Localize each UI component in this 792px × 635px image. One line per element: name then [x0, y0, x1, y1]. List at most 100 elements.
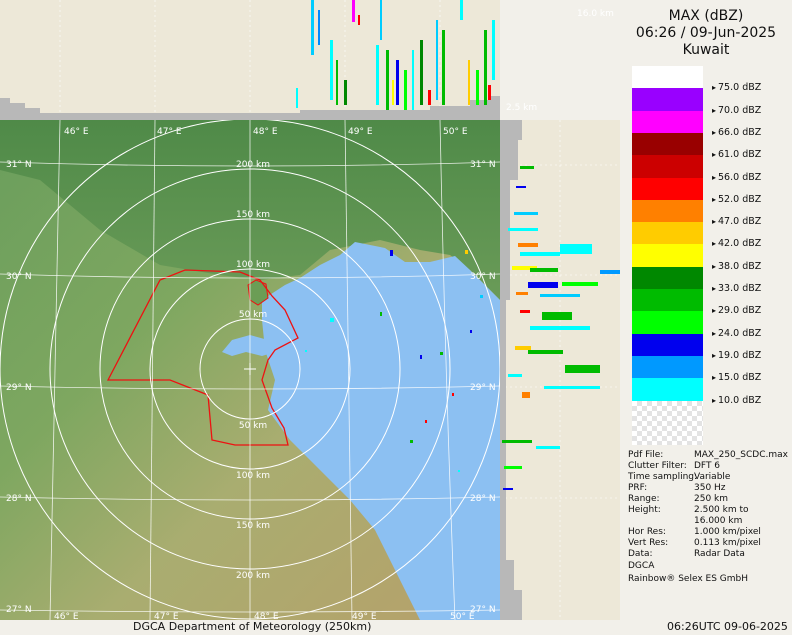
map-area — [0, 120, 500, 620]
lat-label: 27° N — [470, 605, 496, 615]
legend-swatch — [632, 289, 703, 312]
legend-label: 33.0 dBZ — [712, 283, 761, 294]
lon-label: 47° E — [154, 612, 179, 620]
ring-label: 150 km — [236, 521, 270, 531]
info-value: 1.000 km/pixel — [694, 527, 761, 537]
lat-label: 27° N — [6, 605, 32, 615]
legend-swatch — [632, 222, 703, 245]
info-key: Time sampling: — [628, 472, 698, 482]
vendor-label: Rainbow® Selex ES GmbH — [628, 574, 749, 584]
ring-label: 50 km — [239, 421, 267, 431]
legend-swatch — [632, 88, 703, 112]
info-key: Data: — [628, 549, 653, 559]
ring-label: 150 km — [236, 210, 270, 220]
legend-label: 38.0 dBZ — [712, 261, 761, 272]
lon-label: 46° E — [64, 127, 89, 137]
kuwait-border — [106, 269, 299, 446]
legend-swatch — [632, 199, 703, 223]
datetime-title: 06:26 / 09-Jun-2025 — [635, 25, 777, 41]
lon-label: 49° E — [352, 612, 377, 620]
legend-swatch — [632, 355, 703, 379]
legend-label: 75.0 dBZ — [712, 82, 761, 93]
lat-label: 30° N — [470, 272, 496, 282]
legend-label: 24.0 dBZ — [712, 328, 761, 339]
info-key: Vert Res: — [628, 538, 669, 548]
legend-swatch — [632, 155, 703, 178]
lon-label: 48° E — [253, 127, 278, 137]
info-key: Range: — [628, 494, 660, 504]
ring-label: 200 km — [236, 571, 270, 581]
product-title: MAX (dBZ) — [668, 8, 744, 24]
lon-label: 50° E — [450, 612, 475, 620]
legend-nodata-swatch — [632, 400, 703, 446]
legend-label: 56.0 dBZ — [712, 172, 761, 183]
legend-swatch — [632, 378, 703, 401]
latitude-labels-right: 31° N 30° N 29° N 28° N 27° N — [470, 160, 496, 615]
top-height-label: 16.0 km — [577, 9, 614, 19]
legend-swatch — [632, 244, 703, 268]
lon-label: 46° E — [54, 612, 79, 620]
info-key: Height: — [628, 505, 661, 515]
info-value: 2.500 km to 16.000 km — [694, 505, 749, 526]
lon-label: 48° E — [254, 612, 279, 620]
ring-label: 100 km — [236, 471, 270, 481]
legend-swatch — [632, 132, 703, 156]
ring-label: 100 km — [236, 260, 270, 270]
legend-label: 15.0 dBZ — [712, 372, 761, 383]
legend-label: 19.0 dBZ — [712, 350, 761, 361]
ring-label: 200 km — [236, 160, 270, 170]
lat-label: 30° N — [6, 272, 32, 282]
legend-swatch — [632, 177, 703, 201]
longitude-labels-top: 46° E 47° E 48° E 49° E 50° E — [64, 127, 468, 137]
radar-echoes — [305, 250, 483, 472]
footer-left: DGCA Department of Meteorology (250km) — [133, 620, 372, 633]
lat-label: 29° N — [470, 383, 496, 393]
ring-label: 50 km — [239, 310, 267, 320]
legend-label: 29.0 dBZ — [712, 305, 761, 316]
org-label: DGCA — [628, 561, 655, 571]
legend-label: 52.0 dBZ — [712, 194, 761, 205]
lon-label: 49° E — [348, 127, 373, 137]
info-key: Hor Res: — [628, 527, 666, 537]
lat-label: 31° N — [470, 160, 496, 170]
info-value: 350 Hz — [694, 483, 726, 493]
info-key: Pdf File: — [628, 450, 664, 460]
lat-label: 29° N — [6, 383, 32, 393]
ring-labels: 200 km 150 km 100 km 50 km 50 km 100 km … — [236, 160, 270, 581]
info-key: PRF: — [628, 483, 648, 493]
lon-label: 50° E — [443, 127, 468, 137]
info-value: Radar Data — [694, 549, 745, 559]
right-echo-bars — [502, 166, 620, 490]
lat-label: 31° N — [6, 160, 32, 170]
right-terrain-profile — [500, 120, 522, 620]
legend-swatch — [632, 66, 703, 89]
graticule — [0, 120, 500, 620]
legend-swatch — [632, 110, 703, 134]
lon-label: 47° E — [157, 127, 182, 137]
lat-label: 28° N — [6, 494, 32, 504]
longitude-labels-bottom: 46° E 47° E 48° E 49° E 50° E — [54, 612, 475, 620]
legend-label: 47.0 dBZ — [712, 216, 761, 227]
info-value: Variable — [694, 472, 731, 482]
footer-right: 06:26UTC 09-06-2025 — [667, 620, 788, 633]
radar-map: 46° E 47° E 48° E 49° E 50° E 46° E 47° … — [0, 0, 620, 620]
legend-label: 10.0 dBZ — [712, 395, 761, 406]
info-value: 0.113 km/pixel — [694, 538, 761, 548]
legend-label: 66.0 dBZ — [712, 127, 761, 138]
legend-label: 70.0 dBZ — [712, 105, 761, 116]
base-height-label: 2.5 km — [506, 103, 537, 113]
legend-swatch — [632, 311, 703, 335]
info-key: Clutter Filter: — [628, 461, 687, 471]
top-echo-columns — [296, 0, 495, 110]
info-value: MAX_250_SCDC.max — [694, 450, 788, 460]
info-value: 250 km — [694, 494, 729, 504]
info-value: DFT 6 — [694, 461, 721, 471]
top-terrain-profile — [0, 96, 500, 120]
site-title: Kuwait — [682, 42, 730, 58]
legend-swatch — [632, 333, 703, 357]
gulf-sea — [262, 242, 500, 620]
latitude-labels-left: 31° N 30° N 29° N 28° N 27° N — [6, 160, 32, 615]
legend-label: 61.0 dBZ — [712, 149, 761, 160]
lat-label: 28° N — [470, 494, 496, 504]
legend-swatch — [632, 266, 703, 290]
